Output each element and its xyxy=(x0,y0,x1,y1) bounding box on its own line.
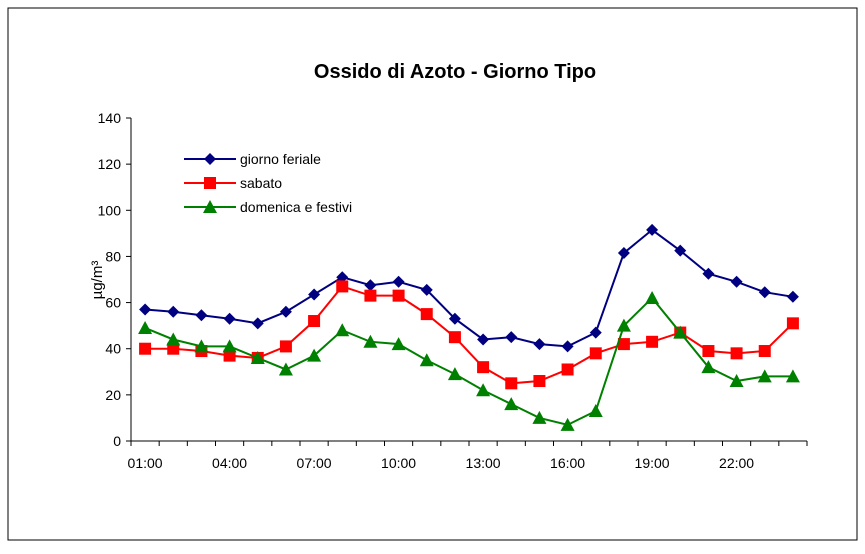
legend-label: sabato xyxy=(240,175,282,191)
data-point xyxy=(758,345,771,358)
data-point xyxy=(561,363,574,376)
data-point xyxy=(336,271,349,284)
y-tick-label: 80 xyxy=(105,248,121,264)
legend-marker xyxy=(204,177,216,189)
data-point xyxy=(561,340,574,353)
data-point xyxy=(674,244,687,257)
data-point xyxy=(589,347,602,360)
y-tick-label: 20 xyxy=(105,387,121,403)
data-point xyxy=(448,312,461,325)
data-point xyxy=(589,326,602,339)
chart-title: Ossido di Azoto - Giorno Tipo xyxy=(314,61,596,83)
data-point xyxy=(223,312,236,325)
data-point xyxy=(420,308,433,321)
data-point xyxy=(477,361,490,374)
y-tick-label: 40 xyxy=(105,341,121,357)
data-point xyxy=(391,337,406,351)
data-point xyxy=(392,275,405,288)
data-point xyxy=(308,288,321,301)
data-point xyxy=(785,369,800,383)
data-point xyxy=(278,362,293,376)
data-point xyxy=(250,350,265,364)
data-point xyxy=(673,325,688,339)
data-point xyxy=(786,290,799,303)
data-point xyxy=(504,397,519,411)
data-point xyxy=(279,305,292,318)
data-point xyxy=(646,223,659,236)
data-point xyxy=(364,289,377,302)
data-point xyxy=(532,410,547,424)
data-point xyxy=(617,246,630,259)
data-point xyxy=(194,339,209,353)
legend-marker xyxy=(203,200,217,213)
data-point xyxy=(702,345,715,358)
chart-frame xyxy=(7,7,858,541)
data-point xyxy=(730,275,743,288)
data-point xyxy=(307,348,322,362)
y-axis-label: µg/m³ xyxy=(89,261,106,300)
data-point xyxy=(758,286,771,299)
data-point xyxy=(308,315,321,328)
x-tick-label: 19:00 xyxy=(635,455,670,471)
data-point xyxy=(701,360,716,374)
x-tick-label: 22:00 xyxy=(719,455,754,471)
data-point xyxy=(757,369,772,383)
data-point xyxy=(223,349,236,362)
data-point xyxy=(702,267,715,280)
x-tick-label: 16:00 xyxy=(550,455,585,471)
y-tick-label: 120 xyxy=(98,156,122,172)
data-point xyxy=(533,375,546,388)
data-point xyxy=(336,280,349,293)
data-point xyxy=(588,404,603,418)
data-point xyxy=(447,367,462,381)
data-point xyxy=(646,335,659,348)
x-tick-label: 07:00 xyxy=(297,455,332,471)
data-point xyxy=(477,333,490,346)
x-tick-label: 04:00 xyxy=(212,455,247,471)
y-tick-label: 100 xyxy=(98,202,122,218)
data-point xyxy=(420,283,433,296)
data-point xyxy=(139,342,152,355)
legend-marker xyxy=(204,153,216,165)
data-point xyxy=(616,318,631,332)
data-point xyxy=(138,320,153,334)
legend-label: giorno feriale xyxy=(240,151,321,167)
x-tick-label: 13:00 xyxy=(466,455,501,471)
data-point xyxy=(645,290,660,304)
data-point xyxy=(139,303,152,316)
data-point xyxy=(335,323,350,337)
data-point xyxy=(392,289,405,302)
data-point xyxy=(166,332,181,346)
x-tick-label: 01:00 xyxy=(128,455,163,471)
data-point xyxy=(364,279,377,292)
data-point xyxy=(448,331,461,344)
data-point xyxy=(419,353,434,367)
data-point xyxy=(222,339,237,353)
data-point xyxy=(729,374,744,388)
y-tick-label: 140 xyxy=(98,110,122,126)
data-point xyxy=(195,309,208,322)
data-point xyxy=(167,305,180,318)
data-point xyxy=(533,338,546,351)
data-point xyxy=(505,377,518,390)
data-point xyxy=(730,347,743,360)
legend-label: domenica e festivi xyxy=(240,199,352,215)
y-tick-label: 0 xyxy=(113,433,121,449)
data-point xyxy=(167,342,180,355)
data-point xyxy=(476,383,491,397)
data-point xyxy=(251,317,264,330)
data-point xyxy=(363,334,378,348)
data-point xyxy=(560,417,575,431)
data-point xyxy=(279,340,292,353)
x-tick-label: 10:00 xyxy=(381,455,416,471)
data-point xyxy=(786,317,799,330)
data-point xyxy=(505,331,518,344)
y-tick-label: 60 xyxy=(105,295,121,311)
data-point xyxy=(617,338,630,351)
